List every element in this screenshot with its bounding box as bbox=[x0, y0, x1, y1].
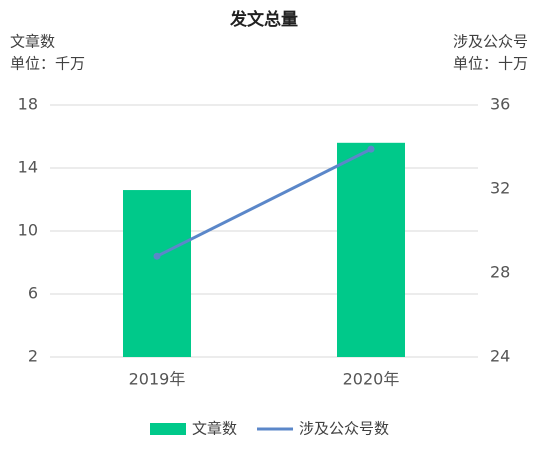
y-tick-label: 14 bbox=[18, 158, 38, 177]
y-tick-label: 18 bbox=[18, 95, 38, 114]
y-axis-label: 文章数 bbox=[10, 33, 55, 51]
bar bbox=[337, 142, 405, 357]
y2-tick-label: 24 bbox=[490, 347, 510, 366]
line-point bbox=[367, 145, 375, 153]
y-tick-label: 10 bbox=[18, 221, 38, 240]
y2-tick-label: 28 bbox=[490, 263, 510, 282]
legend-swatch bbox=[150, 423, 186, 435]
y-tick-label: 6 bbox=[28, 284, 38, 303]
bar bbox=[123, 190, 191, 357]
y-axis-unit: 单位：千万 bbox=[10, 55, 85, 73]
chart-title: 发文总量 bbox=[229, 9, 298, 30]
x-tick-label: 2020年 bbox=[343, 370, 400, 389]
y-tick-label: 2 bbox=[28, 347, 38, 366]
legend-label: 涉及公众号数 bbox=[299, 420, 389, 438]
line-point bbox=[153, 252, 161, 260]
y2-axis-label: 涉及公众号 bbox=[453, 33, 528, 51]
x-tick-label: 2019年 bbox=[129, 370, 186, 389]
line bbox=[156, 147, 372, 258]
legend-label: 文章数 bbox=[192, 420, 237, 438]
y2-tick-label: 32 bbox=[490, 179, 510, 198]
y2-tick-label: 36 bbox=[490, 95, 510, 114]
y2-axis-unit: 单位：十万 bbox=[453, 55, 528, 73]
